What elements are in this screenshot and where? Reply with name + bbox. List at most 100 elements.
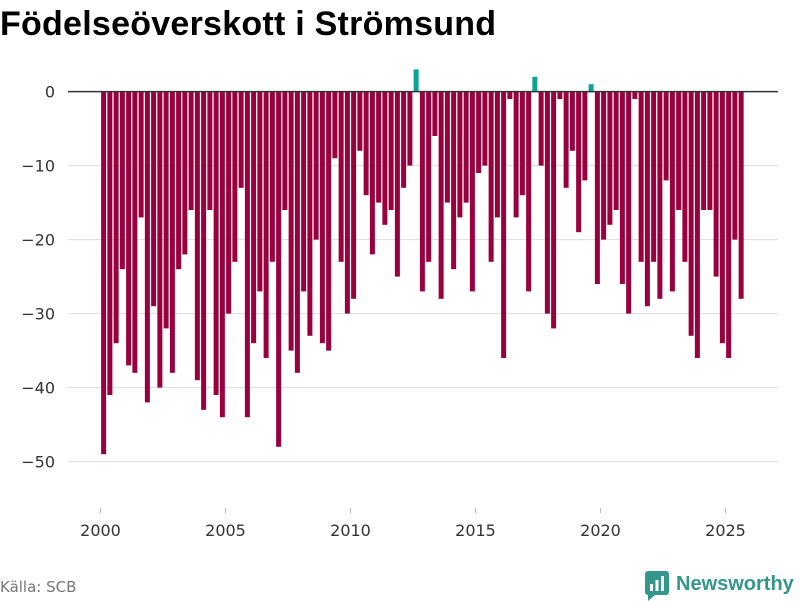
- bar: [694, 91, 700, 358]
- x-axis: 2000 2005 2010 2015 2020 2025: [80, 508, 746, 540]
- bar: [113, 91, 119, 344]
- x-tick-label: 2015: [455, 521, 496, 540]
- bar: [332, 91, 338, 159]
- chart-title: Födelseöverskott i Strömsund: [0, 5, 497, 43]
- bar: [444, 91, 450, 203]
- bar: [263, 91, 269, 358]
- bar: [301, 91, 307, 292]
- bar: [451, 91, 457, 270]
- bar: [532, 76, 538, 92]
- bar: [594, 91, 600, 284]
- bar: [313, 91, 319, 240]
- bar: [469, 91, 475, 292]
- bar: [144, 91, 150, 403]
- y-tick-label: −30: [21, 304, 55, 323]
- y-tick-label: −10: [21, 156, 55, 175]
- bar: [126, 91, 132, 366]
- bar: [107, 91, 113, 395]
- bar: [188, 91, 194, 210]
- bar: [132, 91, 138, 373]
- bar: [257, 91, 263, 292]
- bar: [326, 91, 332, 351]
- bar: [363, 91, 369, 196]
- x-tick-label: 2025: [705, 521, 746, 540]
- bar: [119, 91, 125, 270]
- source-note: Källa: SCB: [0, 578, 77, 596]
- bar: [569, 91, 575, 151]
- y-axis: 0 −10 −20 −30 −40 −50: [21, 82, 55, 471]
- bar: [244, 91, 250, 418]
- bar: [213, 91, 219, 395]
- bar: [319, 91, 325, 344]
- bar: [507, 91, 513, 99]
- bar: [232, 91, 238, 262]
- bar: [707, 91, 713, 210]
- newsworthy-logo-icon: [645, 571, 669, 601]
- bar: [282, 91, 288, 210]
- bar: [519, 91, 525, 196]
- bar: [713, 91, 719, 277]
- x-tick-label: 2010: [330, 521, 371, 540]
- bar: [719, 91, 725, 344]
- bar: [557, 91, 563, 99]
- bar: [632, 91, 638, 99]
- bar: [601, 91, 607, 240]
- bar: [538, 91, 544, 166]
- y-tick-label: 0: [45, 82, 55, 101]
- bar: [663, 91, 669, 181]
- bar: [388, 91, 394, 210]
- logo-text: Newsworthy: [676, 573, 794, 595]
- bar: [576, 91, 582, 233]
- x-tick-label: 2020: [580, 521, 621, 540]
- bar: [613, 91, 619, 210]
- x-tick-label: 2005: [205, 521, 246, 540]
- bar: [407, 91, 413, 166]
- bar: [351, 91, 357, 299]
- bar: [676, 91, 682, 210]
- bar: [438, 91, 444, 299]
- bar: [201, 91, 207, 410]
- bar: [738, 91, 744, 299]
- bar: [382, 91, 388, 225]
- bar: [657, 91, 663, 299]
- bar: [463, 91, 469, 203]
- bar: [376, 91, 382, 203]
- bar: [588, 84, 594, 92]
- bar: [251, 91, 257, 344]
- bar: [488, 91, 494, 262]
- bar: [238, 91, 244, 188]
- bar: [207, 91, 213, 210]
- bar: [338, 91, 344, 262]
- x-tick-label: 2000: [80, 521, 121, 540]
- y-tick-label: −40: [21, 378, 55, 397]
- bar: [494, 91, 500, 218]
- bars: [101, 69, 744, 455]
- bar: [369, 91, 375, 255]
- bar: [682, 91, 688, 262]
- bar: [288, 91, 294, 351]
- bar: [551, 91, 557, 329]
- bar: [138, 91, 144, 218]
- bar: [401, 91, 407, 188]
- bar: [157, 91, 163, 388]
- bar: [476, 91, 482, 173]
- bar: [219, 91, 225, 418]
- bar: [619, 91, 625, 284]
- bar: [726, 91, 732, 358]
- bar: [357, 91, 363, 151]
- bar: [176, 91, 182, 270]
- bar: [101, 91, 107, 455]
- bar: [669, 91, 675, 292]
- bar: [482, 91, 488, 166]
- bar: [226, 91, 232, 314]
- bar: [607, 91, 613, 225]
- bar: [432, 91, 438, 136]
- bar: [413, 69, 419, 92]
- bar: [294, 91, 300, 373]
- bar: [457, 91, 463, 218]
- y-tick-label: −50: [21, 452, 55, 471]
- bar: [626, 91, 632, 314]
- bar: [163, 91, 169, 329]
- bar: [426, 91, 432, 262]
- bar: [307, 91, 313, 336]
